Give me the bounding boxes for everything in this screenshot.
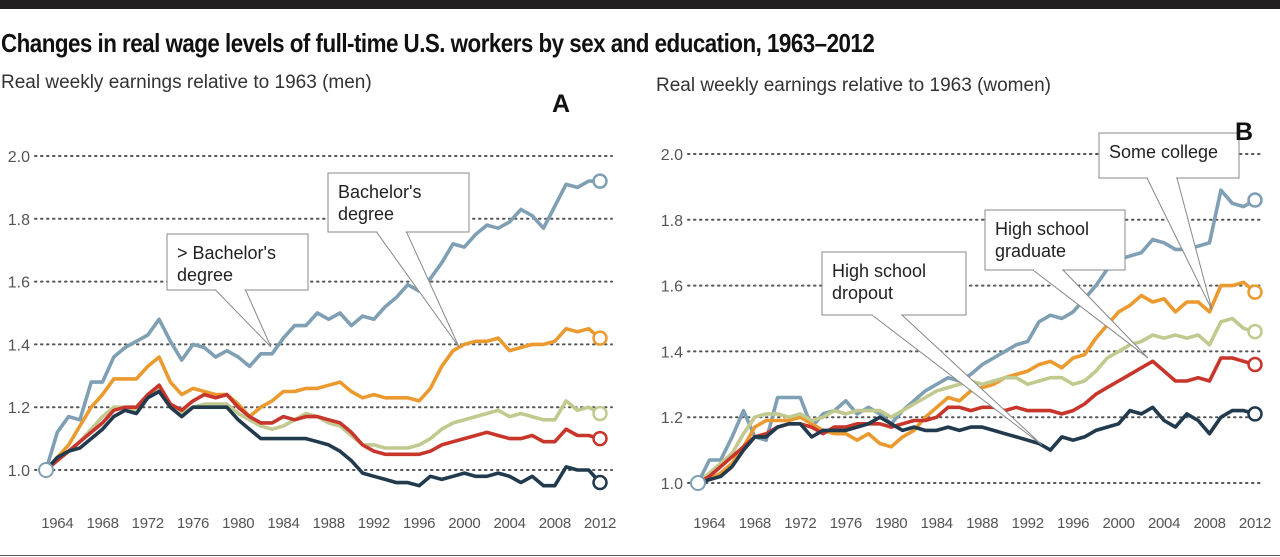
x-tick-label-women: 2008 <box>1193 515 1225 532</box>
x-tick-label-women: 2004 <box>1148 515 1180 532</box>
callout-box-women <box>1098 132 1240 179</box>
y-tick-label-men: 1.0 <box>8 463 30 480</box>
end-marker-high-school-dropout-women <box>1247 406 1263 422</box>
panel-label-women: B <box>1235 118 1253 146</box>
x-tick-label-men: 1988 <box>313 515 345 532</box>
callout-label-more-than-bachelors-men: > Bachelor's <box>177 243 276 263</box>
series-line-some-college-men <box>44 386 602 472</box>
y-tick-label-men: 1.4 <box>8 337 30 354</box>
x-tick-label-men: 1980 <box>222 515 254 532</box>
callout-label-high-school-dropout-women: dropout <box>832 283 893 303</box>
callout-box-men <box>166 233 309 291</box>
callout-label-bachelors-men: Bachelor's <box>338 182 421 202</box>
end-marker-bachelors-women <box>1247 284 1263 300</box>
panel-label-men: A <box>552 90 570 118</box>
series-line-more-than-bachelors-men <box>44 179 602 472</box>
x-tick-label-women: 1988 <box>966 515 998 532</box>
series-line-some-college-women <box>696 316 1257 485</box>
callout-pointer-men <box>375 231 460 348</box>
callout-label-high-school-graduate-women: graduate <box>995 241 1066 261</box>
y-tick-label-men: 1.2 <box>8 400 30 417</box>
x-tick-label-women: 1968 <box>739 515 771 532</box>
callout-label-high-school-dropout-women: High school <box>832 261 926 281</box>
x-tick-label-men: 1976 <box>177 515 209 532</box>
end-marker-more-than-bachelors-women <box>1247 192 1263 208</box>
callout-label-more-than-bachelors-men: degree <box>177 265 233 285</box>
x-tick-label-men: 1984 <box>267 515 299 532</box>
start-marker-men <box>38 462 54 478</box>
x-tick-label-women: 1992 <box>1012 515 1044 532</box>
end-marker-bachelors-men <box>592 330 608 346</box>
series-line-high-school-graduate-men <box>44 383 602 472</box>
end-marker-some-college-women <box>1247 323 1263 340</box>
x-tick-label-men: 2000 <box>448 515 480 532</box>
callout-box-men <box>327 172 470 233</box>
x-tick-label-men: 2008 <box>539 515 571 532</box>
bottom-rule <box>0 555 1280 556</box>
y-tick-label-men: 1.8 <box>8 212 30 229</box>
end-marker-high-school-graduate-men <box>592 430 608 447</box>
series-line-high-school-dropout-women <box>696 405 1257 485</box>
x-tick-label-men: 2004 <box>493 515 525 532</box>
series-line-bachelors-men <box>44 326 602 472</box>
callout-label-high-school-graduate-women: High school <box>995 219 1089 239</box>
x-tick-label-women: 2012 <box>1239 515 1271 532</box>
end-marker-some-college-men <box>592 405 608 422</box>
end-marker-high-school-dropout-men <box>592 474 608 491</box>
callout-label-some-college-women: Some college <box>1109 142 1218 162</box>
x-tick-label-women: 1996 <box>1057 515 1089 532</box>
end-marker-more-than-bachelors-men <box>592 173 608 189</box>
x-tick-label-men: 2012 <box>584 515 616 532</box>
x-tick-label-women: 2000 <box>1103 515 1135 532</box>
y-tick-label-men: 2.0 <box>8 149 30 166</box>
y-tick-label-women: 1.4 <box>661 344 683 361</box>
y-tick-label-women: 1.0 <box>661 476 683 493</box>
start-marker-women <box>690 475 706 491</box>
y-tick-label-women: 2.0 <box>661 147 683 164</box>
callout-pointer-men <box>214 289 272 348</box>
end-marker-high-school-graduate-women <box>1247 356 1263 373</box>
y-tick-label-men: 1.6 <box>8 275 30 292</box>
x-tick-label-women: 1964 <box>693 515 725 532</box>
subtitle-women: Real weekly earnings relative to 1963 (w… <box>656 75 1051 96</box>
x-tick-label-women: 1976 <box>830 515 862 532</box>
x-tick-label-women: 1980 <box>875 515 907 532</box>
series-line-more-than-bachelors-women <box>696 188 1257 485</box>
x-tick-label-women: 1972 <box>784 515 816 532</box>
subtitle-men: Real weekly earnings relative to 1963 (m… <box>1 72 372 93</box>
x-tick-label-women: 1984 <box>921 515 953 532</box>
callout-box-women <box>821 251 967 316</box>
y-tick-label-women: 1.8 <box>661 213 683 230</box>
callout-label-bachelors-men: degree <box>338 204 394 224</box>
x-tick-label-men: 1992 <box>358 515 390 532</box>
x-tick-label-men: 1964 <box>41 515 73 532</box>
x-tick-label-men: 1968 <box>86 515 118 532</box>
top-bar <box>0 0 1280 9</box>
x-tick-label-men: 1996 <box>403 515 435 532</box>
series-line-high-school-dropout-men <box>44 389 602 488</box>
x-tick-label-men: 1972 <box>132 515 164 532</box>
figure-title: Changes in real wage levels of full-time… <box>1 28 875 58</box>
y-tick-label-women: 1.6 <box>661 279 683 296</box>
y-tick-label-women: 1.2 <box>661 410 683 427</box>
